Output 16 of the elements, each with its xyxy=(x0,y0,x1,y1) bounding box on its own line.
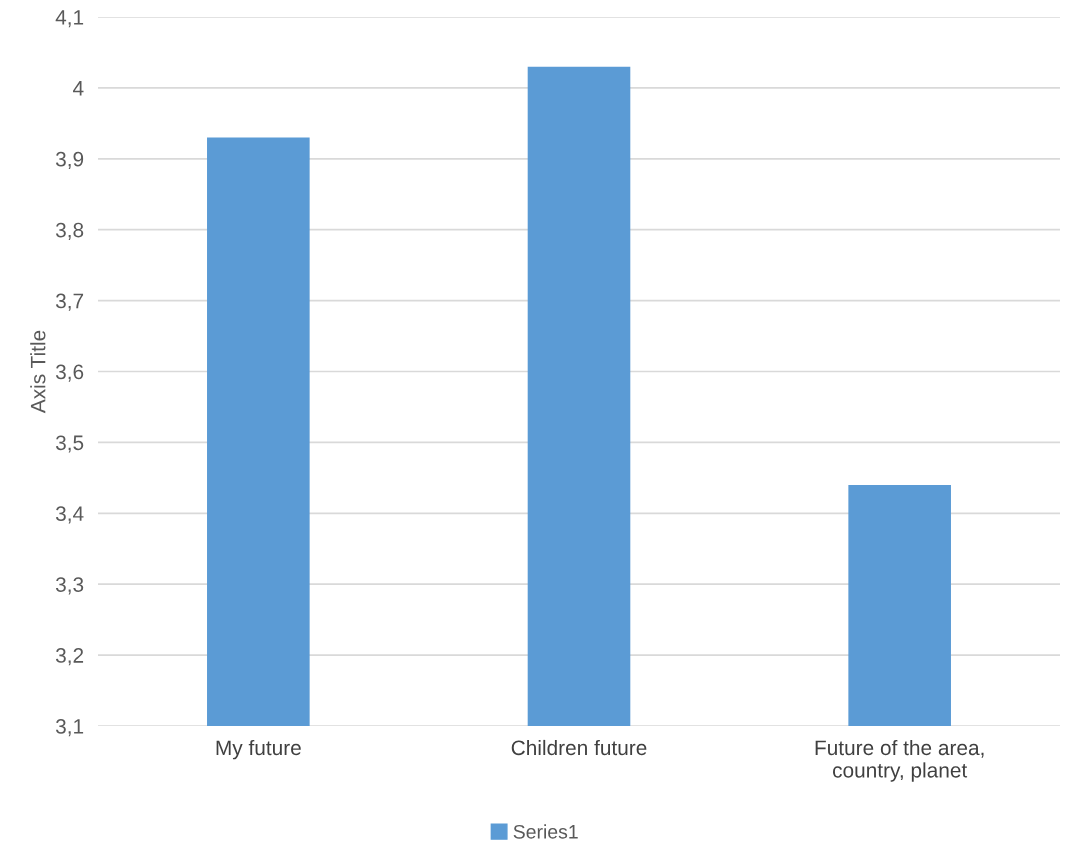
x-tick-label: Future of the area, country, planet xyxy=(815,739,984,782)
x-tick-label: Children future xyxy=(511,739,647,756)
y-axis-title: Axis Title xyxy=(30,330,46,414)
y-tick-label: 4 xyxy=(73,81,84,96)
y-tick-label: 4,1 xyxy=(55,10,84,28)
y-tick-label: 3,1 xyxy=(55,719,84,737)
x-tick-label: My future xyxy=(216,739,301,760)
legend-label: Series1 xyxy=(513,824,578,839)
y-tick-label: 3,8 xyxy=(55,222,84,240)
y-tick-label: 3,7 xyxy=(55,293,84,311)
y-tick-label: 3,9 xyxy=(55,151,84,170)
y-tick-label: 3,2 xyxy=(55,648,84,666)
y-tick-label: 3,6 xyxy=(55,364,84,382)
y-tick-label: 3,3 xyxy=(55,577,84,595)
y-tick-label: 3,5 xyxy=(55,435,84,453)
y-tick-label: 3,4 xyxy=(55,506,84,524)
